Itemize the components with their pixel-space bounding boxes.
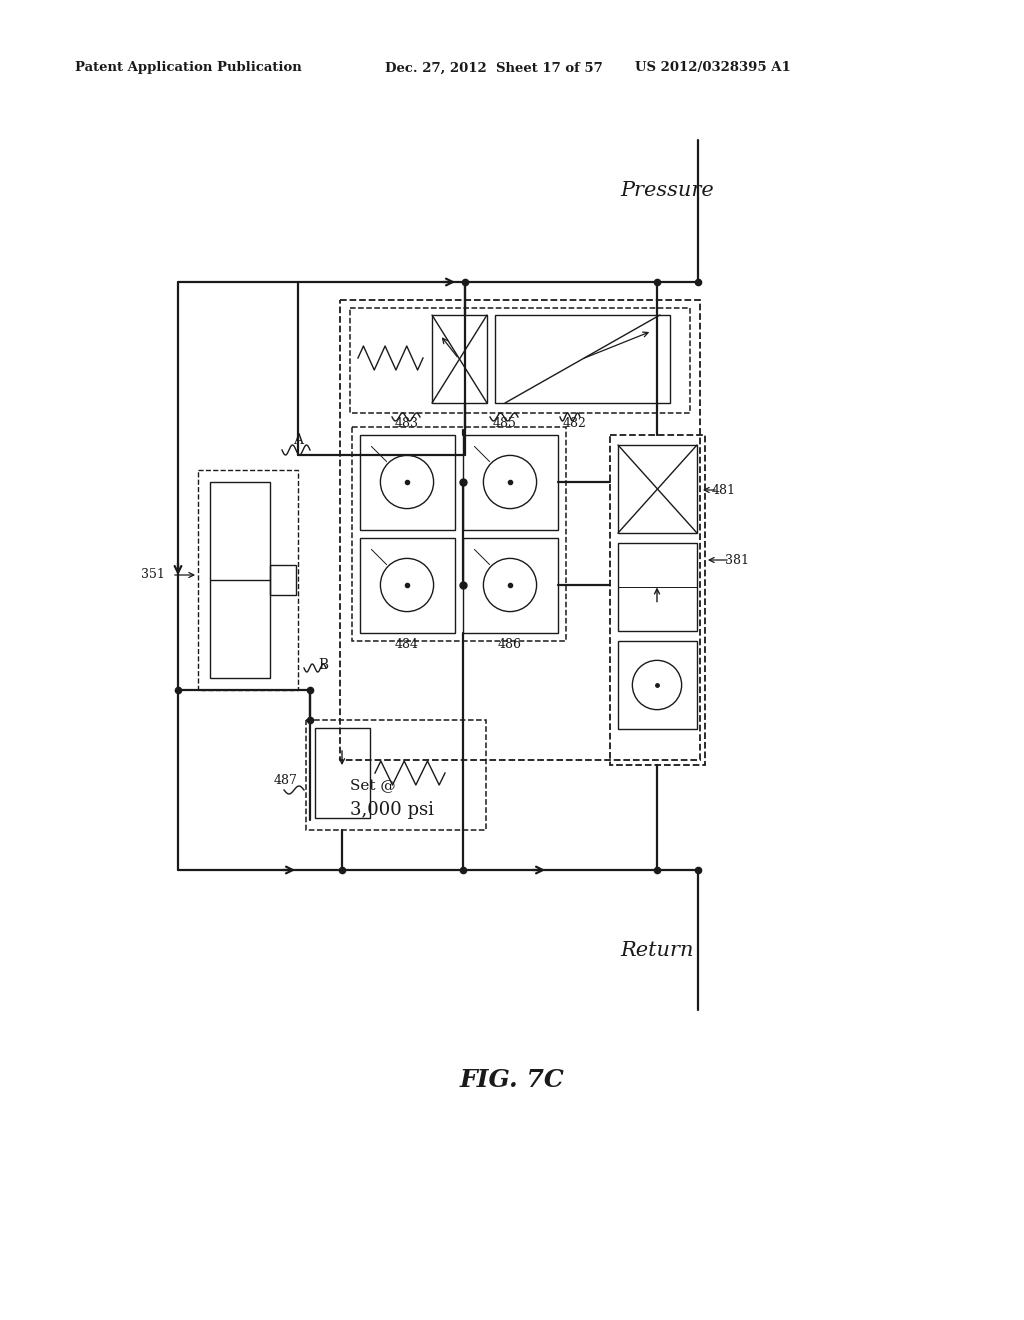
Text: Return: Return	[620, 940, 693, 960]
Bar	[315, 729, 370, 818]
Bar	[270, 565, 296, 595]
Text: Patent Application Publication: Patent Application Publication	[75, 62, 302, 74]
Text: 485: 485	[494, 417, 517, 430]
Bar	[350, 308, 690, 413]
Text: 487: 487	[274, 774, 298, 787]
Bar	[618, 543, 697, 631]
Bar	[306, 719, 486, 830]
Text: 481: 481	[712, 483, 736, 496]
Text: US 2012/0328395 A1: US 2012/0328395 A1	[635, 62, 791, 74]
Bar	[432, 315, 487, 403]
Bar	[495, 315, 670, 403]
Bar	[463, 539, 558, 634]
Text: 381: 381	[725, 553, 749, 566]
Text: A: A	[293, 433, 303, 447]
Text: 351: 351	[141, 569, 165, 582]
Bar	[340, 300, 700, 760]
Text: 484: 484	[395, 638, 419, 651]
Text: Dec. 27, 2012  Sheet 17 of 57: Dec. 27, 2012 Sheet 17 of 57	[385, 62, 603, 74]
Bar	[618, 445, 697, 533]
Text: Pressure: Pressure	[620, 181, 714, 199]
Bar	[610, 436, 705, 766]
Bar	[352, 426, 566, 642]
Bar	[210, 482, 270, 678]
Bar	[360, 436, 455, 531]
Text: FIG. 7C: FIG. 7C	[460, 1068, 564, 1092]
Text: 3,000 psi: 3,000 psi	[350, 801, 434, 818]
Text: B: B	[318, 657, 328, 672]
Bar	[360, 539, 455, 634]
Bar	[198, 470, 298, 690]
Text: 482: 482	[563, 417, 587, 430]
Bar	[618, 642, 697, 729]
Bar	[463, 436, 558, 531]
Text: 486: 486	[498, 638, 522, 651]
Text: Set @: Set @	[350, 777, 395, 792]
Text: 483: 483	[395, 417, 419, 430]
